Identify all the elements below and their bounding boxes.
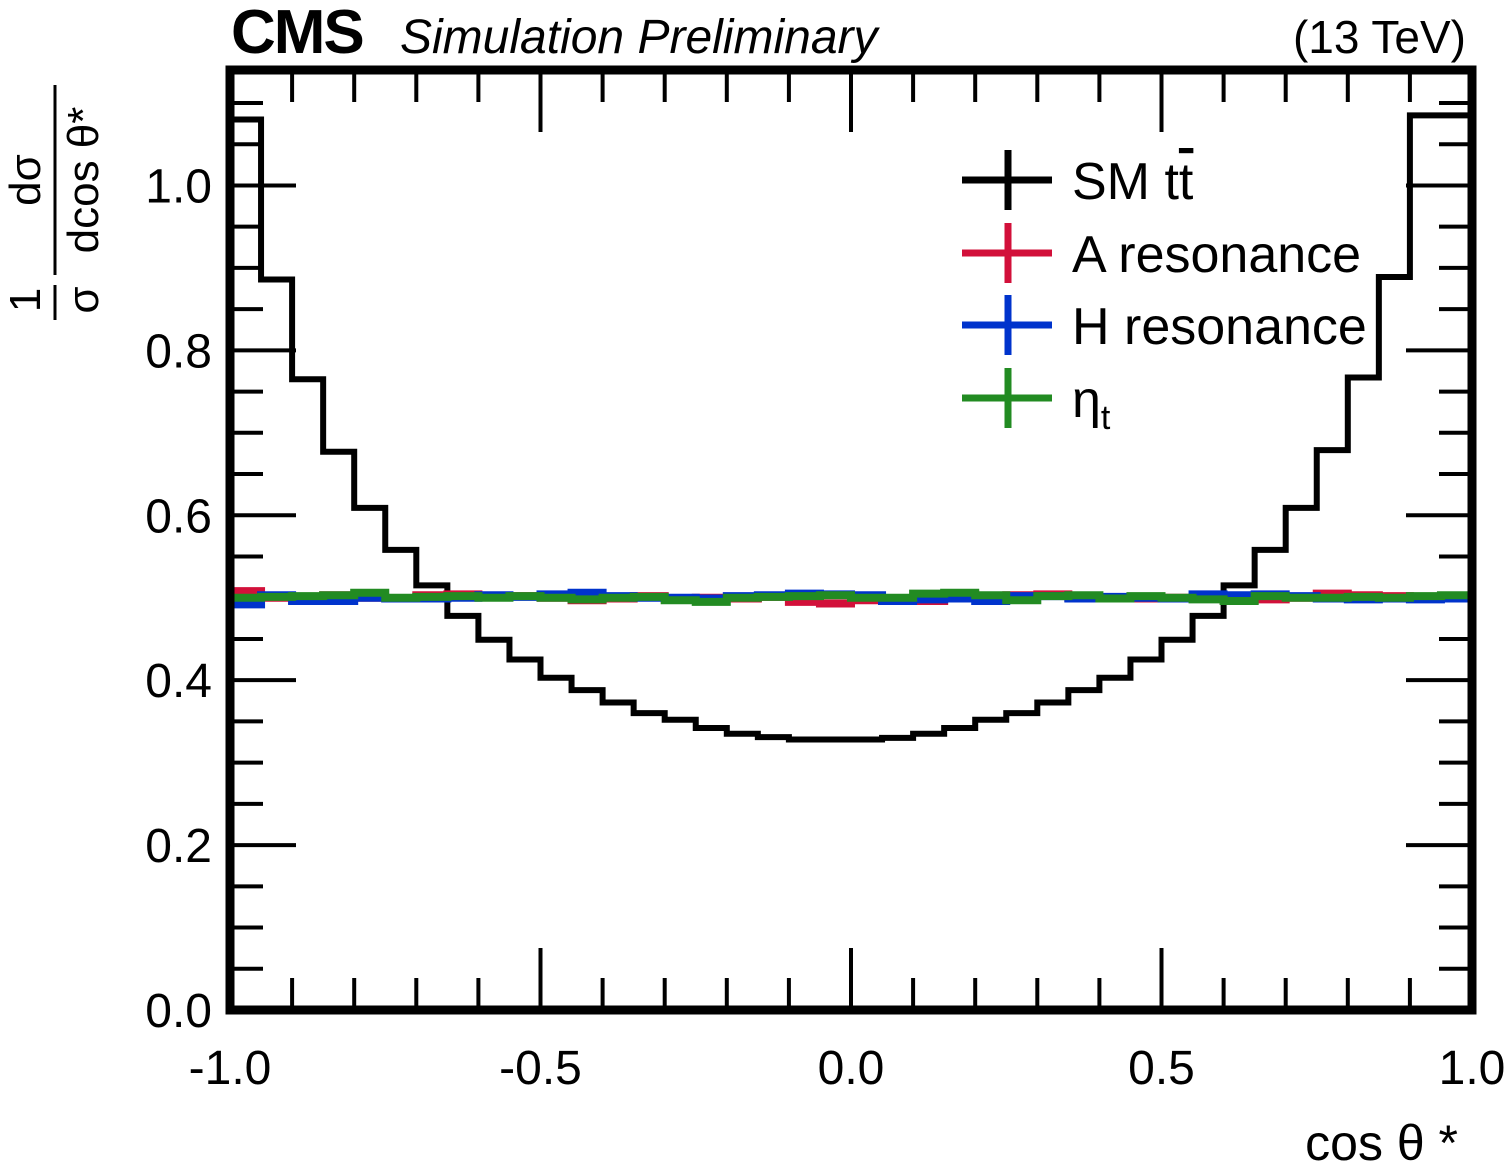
y-tick-label: 0.8 <box>145 325 212 378</box>
y-tick-label: 0.2 <box>145 820 212 873</box>
y-label-one: 1 <box>1 288 50 312</box>
legend-label: H resonance <box>1072 298 1367 356</box>
plot-frame <box>225 65 1477 1015</box>
y-tick-label: 1.0 <box>145 160 212 213</box>
y-label-dsigma: dσ <box>1 154 50 206</box>
y-tick-label: 0.4 <box>145 655 212 708</box>
legend-label: SM tt <box>1072 153 1194 211</box>
energy-label: (13 TeV) <box>1293 11 1466 63</box>
y-label-dcos: dcos θ* <box>59 107 108 254</box>
x-tick-label: 0.0 <box>818 1042 885 1095</box>
status-label: Simulation Preliminary <box>400 11 880 64</box>
axis-ticks <box>228 70 1474 1012</box>
legend: SM tt A resonance H resonance ηt <box>962 150 1367 437</box>
series-line-sm-ttbar <box>230 112 1472 743</box>
x-tick-label: 1.0 <box>1439 1042 1506 1095</box>
series-line-eta-t <box>230 588 1472 606</box>
cms-label: CMS <box>231 0 363 67</box>
x-axis-label: cos θ * <box>1305 1115 1458 1166</box>
legend-label: ηt <box>1072 371 1111 437</box>
tick-labels: -1.0 -0.5 0.0 0.5 1.0 0.0 0.2 0.4 0.6 0.8 1.0 <box>145 160 1505 1095</box>
y-label-sigma: σ <box>59 286 108 313</box>
series-group <box>230 112 1472 743</box>
x-tick-label: -1.0 <box>189 1042 272 1095</box>
y-tick-label: 0.6 <box>145 490 212 543</box>
y-tick-label: 0.0 <box>145 985 212 1038</box>
x-tick-label: -0.5 <box>499 1042 582 1095</box>
y-axis-label: 1 σ dσ dcos θ* <box>1 85 108 320</box>
legend-label: A resonance <box>1072 226 1361 284</box>
x-tick-label: 0.5 <box>1128 1042 1195 1095</box>
